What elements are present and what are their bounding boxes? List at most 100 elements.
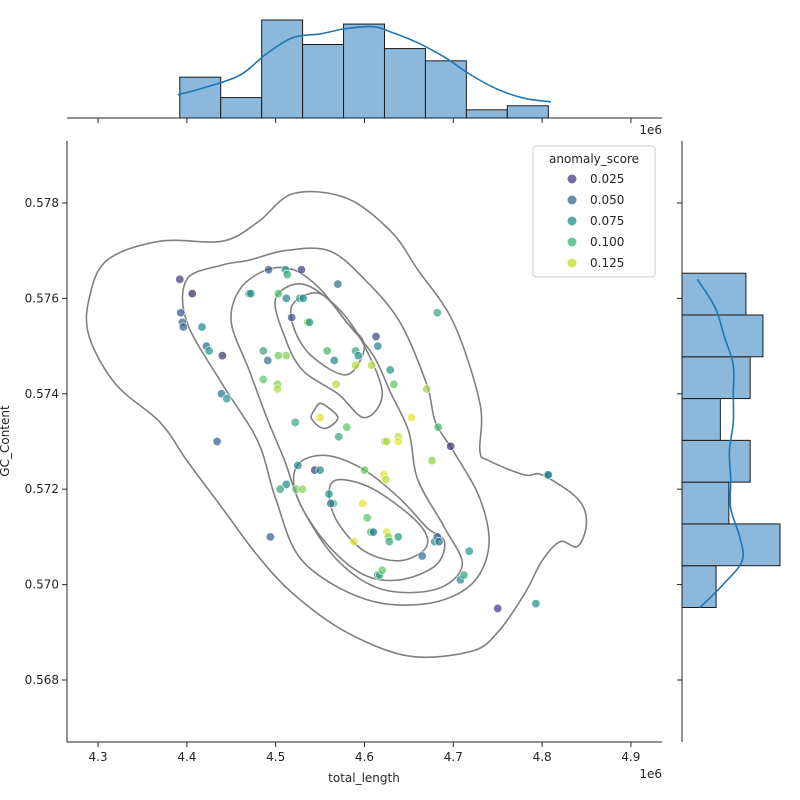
scatter-point [282,270,292,280]
right-histogram-bar [681,272,747,316]
legend-label: 0.100 [590,235,624,249]
scatter-point [263,355,273,365]
scatter-point [296,265,306,275]
legend-marker [567,216,577,226]
x-tick-label: 4.4 [177,750,196,764]
kde-contour-line [85,190,588,659]
legend: anomaly_score 0.025 0.050 0.075 0.100 0.125 [532,145,656,278]
y-tick-label: 0.576 [25,291,59,305]
top-histogram-bars [177,19,552,119]
scatter-point [377,565,387,575]
scatter-point [432,308,442,318]
x-tick-label: 4.6 [355,750,374,764]
scatter-point [373,341,383,351]
right-ticks-group [677,202,682,681]
top-histogram-bar [220,97,263,119]
scatter-point [204,346,214,356]
y-tick-label: 0.578 [25,196,59,210]
legend-frame [532,145,656,278]
scatter-point [367,360,377,370]
x-tick-label: 4.5 [266,750,285,764]
scatter-point [217,351,227,361]
scatter-point [446,441,456,451]
scatter-point [275,484,285,494]
top-offset-label: 1e6 [639,123,662,137]
scatter-point [197,322,207,332]
scatter-point [385,365,395,375]
legend-entries-group: 0.025 0.050 0.075 0.100 0.125 [567,172,624,270]
scatter-point [265,532,275,542]
scatter-point [389,379,399,389]
scatter-point [297,484,307,494]
x-tick-label: 4.8 [533,750,552,764]
scatter-point [459,570,469,580]
kde-contour-line [181,247,490,606]
right-histogram-bar [681,398,721,441]
scatter-point [427,456,437,466]
scatter-point [273,289,283,299]
y-tick-label: 0.570 [25,578,59,592]
scatter-points-group [175,265,553,613]
kde-contour-line [274,283,384,419]
scatter-point [281,479,291,489]
scatter-point [258,374,268,384]
scatter-point [382,436,392,446]
scatter-point [393,436,403,446]
right-histogram-bar [681,439,751,483]
scatter-point [315,413,325,423]
scatter-point [304,317,314,327]
scatter-point [246,289,256,299]
right-kde-line [696,278,745,609]
kde-contours-group [85,190,588,659]
x-tick-label: 4.7 [444,750,463,764]
scatter-point [287,312,297,322]
scatter-point [175,274,185,284]
scatter-point [368,527,378,537]
legend-title: anomaly_score [549,152,639,166]
scatter-point [493,603,503,613]
scatter-point [349,537,359,547]
scatter-point [384,537,394,547]
scatter-point [358,499,368,509]
scatter-point [434,537,444,547]
scatter-point [176,308,186,318]
scatter-point [264,265,274,275]
scatter-point [272,384,282,394]
legend-label: 0.025 [590,172,624,186]
scatter-point [290,417,300,427]
x-tick-label: 4.3 [89,750,108,764]
legend-marker [567,195,577,205]
y-ticks-group: 0.568 0.570 0.572 0.574 0.576 0.578 [25,196,67,687]
right-histogram-bars [681,272,781,609]
scatter-point [359,465,369,475]
right-histogram-bar [681,314,764,358]
scatter-point [212,436,222,446]
y-tick-label: 0.574 [25,387,59,401]
y-axis-label: GC_Content [0,405,12,477]
scatter-point [315,465,325,475]
scatter-point [222,394,232,404]
scatter-point [433,422,443,432]
top-ticks-group [97,118,632,123]
y-tick-label: 0.572 [25,482,59,496]
main-scatter-panel: 4.3 4.4 4.5 4.6 4.7 4.8 4.9 0.5680.5700.5720.5… [0,141,662,785]
top-histogram-bar [424,60,467,119]
legend-label: 0.050 [590,193,624,207]
scatter-point [281,293,291,303]
scatter-point [329,355,339,365]
scatter-point [353,351,363,361]
scatter-point [371,332,381,342]
legend-marker [567,258,577,268]
legend-marker [567,237,577,247]
scatter-point [326,499,336,509]
scatter-point [351,360,361,370]
scatter-point [422,384,432,394]
right-marginal-histogram [677,141,781,742]
scatter-point [293,460,303,470]
scatter-point [322,346,332,356]
scatter-point [381,475,391,485]
x-tick-label: 4.9 [621,750,640,764]
legend-marker [567,174,577,184]
right-histogram-bar [681,523,781,567]
